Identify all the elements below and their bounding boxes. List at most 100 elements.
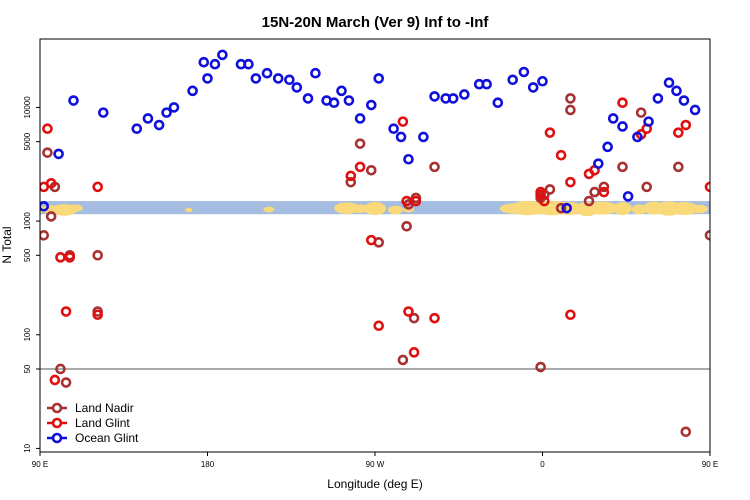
point-land-nadir	[397, 354, 409, 366]
point-ocean-glint	[250, 73, 262, 84]
point-land-glint	[617, 97, 628, 109]
chart-title: 15N-20N March (Ver 9) Inf to -Inf	[262, 14, 490, 31]
x-tick-label: 180	[201, 460, 215, 469]
point-ocean-glint	[395, 131, 407, 143]
x-axis-label: Longitude (deg E)	[327, 477, 422, 491]
land-patch	[585, 201, 619, 215]
point-land-nadir	[354, 138, 366, 149]
point-land-nadir	[92, 250, 103, 261]
point-ocean-glint	[492, 97, 504, 109]
point-land-glint	[598, 186, 610, 198]
point-ocean-glint	[652, 93, 664, 104]
point-land-nadir	[408, 312, 420, 324]
y-tick-label: 500	[23, 248, 32, 262]
point-land-glint	[704, 181, 710, 193]
point-land-nadir	[60, 377, 72, 388]
point-land-nadir	[535, 361, 546, 373]
point-land-glint	[429, 312, 440, 324]
point-ocean-glint	[97, 107, 109, 118]
point-ocean-glint	[663, 77, 675, 89]
point-land-nadir	[429, 161, 440, 173]
y-tick-label: 50	[23, 364, 32, 373]
point-land-glint	[42, 123, 53, 134]
legend-marker	[51, 432, 63, 444]
point-ocean-glint	[507, 74, 519, 86]
point-ocean-glint	[161, 107, 172, 118]
point-ocean-glint	[168, 102, 180, 113]
point-land-glint	[64, 252, 76, 263]
legend-marker	[51, 417, 63, 429]
point-land-nadir	[45, 211, 57, 222]
point-land-glint	[45, 178, 57, 189]
point-land-nadir	[673, 161, 684, 173]
point-ocean-glint	[142, 113, 154, 124]
point-ocean-glint	[671, 85, 682, 97]
point-land-glint	[92, 309, 103, 321]
y-axis: 10 50 100 500 1000 5000 10000	[23, 96, 40, 453]
point-ocean-glint	[459, 89, 470, 100]
legend-label: Land Nadir	[75, 401, 134, 415]
x-tick-label: 90 W	[366, 460, 385, 469]
point-ocean-glint	[336, 85, 347, 97]
y-tick-label: 1000	[23, 212, 32, 230]
point-land-glint	[544, 127, 556, 138]
point-land-glint	[49, 374, 61, 386]
point-ocean-glint	[202, 73, 213, 84]
point-ocean-glint	[418, 131, 429, 143]
point-land-glint	[55, 252, 66, 263]
point-land-glint	[539, 195, 550, 207]
point-ocean-glint	[622, 191, 634, 202]
point-land-nadir	[345, 176, 357, 188]
data-markers	[40, 49, 710, 438]
x-tick-label: 90 E	[702, 460, 718, 469]
point-ocean-glint	[53, 148, 64, 160]
legend-marker	[51, 402, 63, 414]
point-land-glint	[565, 309, 576, 321]
point-ocean-glint	[689, 104, 701, 116]
x-tick-label: 90 E	[32, 460, 48, 469]
point-ocean-glint	[643, 116, 654, 127]
point-ocean-glint	[153, 119, 165, 131]
land-patch	[613, 202, 632, 216]
point-ocean-glint	[272, 73, 284, 84]
point-ocean-glint	[131, 123, 143, 134]
point-ocean-glint	[593, 158, 604, 169]
point-land-glint	[92, 181, 103, 193]
land-patch	[263, 206, 275, 213]
point-ocean-glint	[429, 91, 440, 102]
point-ocean-glint	[388, 123, 399, 134]
land-patch	[631, 204, 647, 215]
point-land-nadir	[40, 229, 50, 241]
point-ocean-glint	[365, 99, 377, 111]
point-ocean-glint	[527, 82, 539, 93]
point-land-glint	[680, 119, 692, 131]
point-land-glint	[565, 176, 576, 188]
point-ocean-glint	[373, 73, 385, 84]
x-tick-label: 0	[540, 460, 545, 469]
point-ocean-glint	[518, 66, 530, 78]
land-patch	[669, 202, 699, 216]
y-axis-label: N Total	[0, 226, 14, 263]
point-land-nadir	[565, 104, 576, 116]
point-ocean-glint	[198, 56, 210, 68]
point-land-nadir	[555, 202, 567, 214]
land-patch	[185, 207, 193, 213]
land-patch	[363, 202, 387, 216]
point-ocean-glint	[403, 153, 414, 165]
point-ocean-glint	[632, 131, 643, 143]
x-axis: 90 E 180 90 W 0 90 E	[32, 452, 718, 469]
band-land-group	[40, 200, 709, 217]
point-ocean-glint	[328, 97, 340, 109]
point-land-nadir	[589, 186, 600, 198]
point-ocean-glint	[537, 75, 548, 87]
point-land-nadir	[704, 229, 710, 241]
point-land-glint	[397, 116, 409, 127]
point-ocean-glint	[217, 49, 228, 61]
point-land-nadir	[598, 181, 610, 193]
point-ocean-glint	[617, 121, 628, 132]
point-ocean-glint	[209, 58, 221, 70]
land-patch	[67, 204, 83, 212]
point-ocean-glint	[243, 58, 254, 70]
y-tick-label: 10000	[23, 96, 32, 119]
